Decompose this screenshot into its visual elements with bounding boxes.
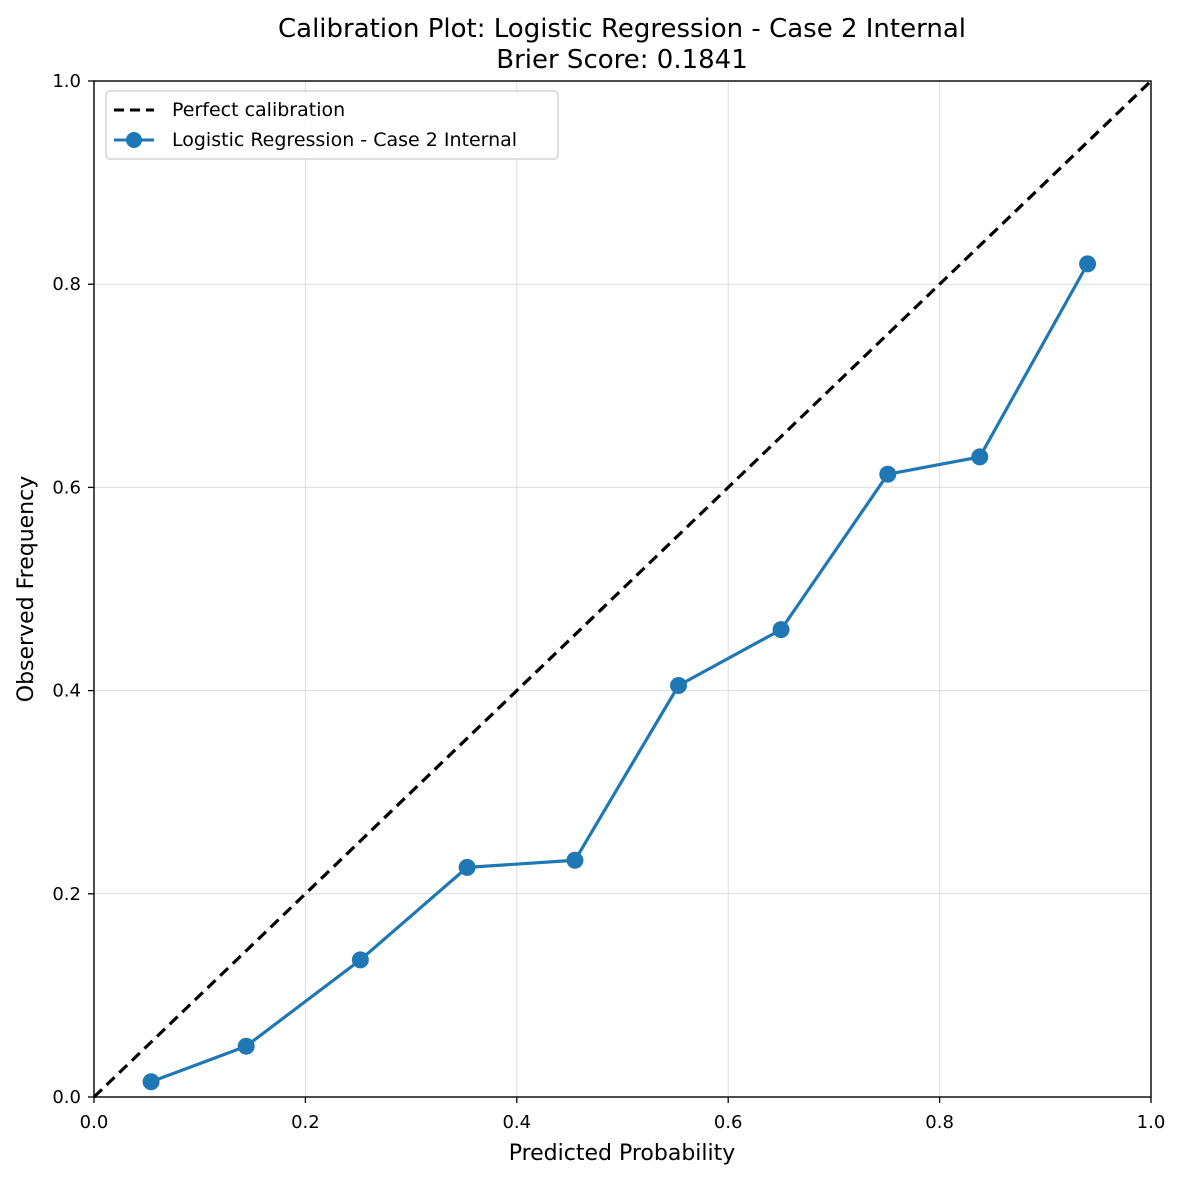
calibration-point: [142, 1073, 160, 1091]
calibration-point: [237, 1037, 255, 1055]
legend-label-model: Logistic Regression - Case 2 Internal: [172, 129, 517, 151]
y-tick-label: 1.0: [52, 71, 81, 92]
calibration-point: [772, 621, 790, 639]
ticks: 0.0 0.2 0.4 0.6 0.8 1.0 0.0 0.2 0.4 0.6 0.8 1.0: [52, 71, 1165, 1133]
y-tick-label: 0.8: [52, 274, 81, 295]
chart-title: Calibration Plot: Logistic Regression - …: [278, 14, 966, 44]
calibration-point: [971, 448, 989, 466]
calibration-point: [351, 951, 369, 969]
y-tick-label: 0.2: [52, 884, 81, 905]
y-axis-label: Observed Frequency: [14, 476, 39, 703]
y-tick-label: 0.4: [52, 681, 81, 702]
x-tick-label: 0.2: [291, 1112, 320, 1133]
calibration-point: [566, 851, 584, 869]
legend-box: [105, 90, 559, 160]
x-axis-label: Predicted Probability: [509, 1141, 736, 1166]
calibration-point: [879, 465, 897, 483]
plot-series: [92, 79, 1153, 1099]
plot-frame: [93, 80, 1152, 1098]
calibration-point: [458, 858, 476, 876]
legend-label-perfect: Perfect calibration: [172, 99, 345, 121]
legend: Perfect calibration Logistic Regression …: [105, 90, 559, 160]
calibration-point: [1079, 255, 1097, 273]
x-tick-label: 1.0: [1137, 1112, 1166, 1133]
x-tick-label: 0.6: [714, 1112, 743, 1133]
x-tick-label: 0.8: [925, 1112, 954, 1133]
axes: [93, 80, 1152, 1098]
x-tick-label: 0.0: [80, 1112, 109, 1133]
chart-subtitle: Brier Score: 0.1841: [496, 45, 748, 75]
x-tick-label: 0.4: [502, 1112, 531, 1133]
y-tick-label: 0.0: [52, 1087, 81, 1108]
legend-marker-swatch: [126, 132, 142, 148]
calibration-point: [670, 677, 688, 695]
model-calibration-line: [150, 263, 1089, 1084]
y-tick-label: 0.6: [52, 477, 81, 498]
